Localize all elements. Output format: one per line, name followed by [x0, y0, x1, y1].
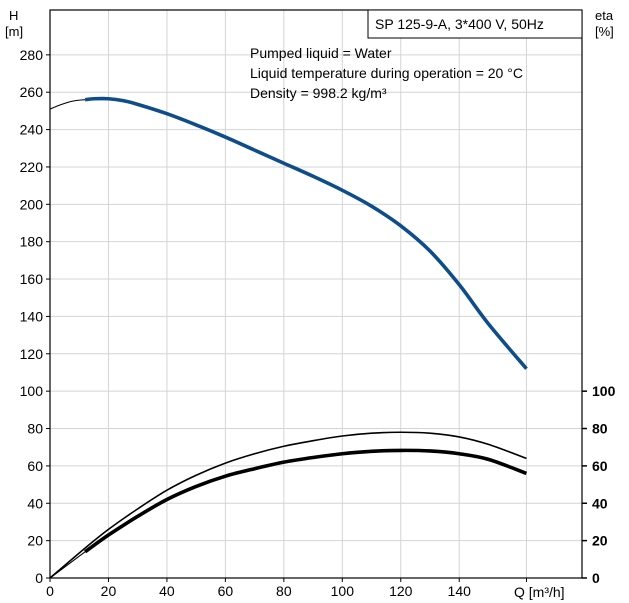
- y-left-label-symbol: H: [9, 8, 18, 23]
- x-tick-label: 0: [46, 583, 54, 599]
- y-right-tick-label: 100: [592, 383, 616, 399]
- x-tick-label: 20: [101, 583, 117, 599]
- chart-title: SP 125-9-A, 3*400 V, 50Hz: [375, 16, 544, 32]
- x-tick-label: 80: [276, 583, 292, 599]
- series-curve-0: [84, 96, 528, 370]
- y-left-tick-label: 280: [20, 47, 44, 63]
- tick-labels: 0 20 40 60 80 100 120 140 0 20 40 60 80 100 120 140 160 1…: [20, 47, 616, 599]
- y-left-tick-label: 80: [27, 421, 43, 437]
- y-right-label-symbol: eta: [595, 8, 614, 23]
- y-left-label-unit: [m]: [5, 24, 23, 39]
- y-left-tick-label: 240: [20, 122, 44, 138]
- y-right-tick-label: 40: [592, 495, 608, 511]
- series-curve-1: [49, 99, 86, 110]
- y-right-tick-label: 80: [592, 421, 608, 437]
- annotation-temperature: Liquid temperature during operation = 20…: [250, 65, 523, 81]
- y-left-tick-label: 60: [27, 458, 43, 474]
- plot-frame: [49, 9, 583, 579]
- y-left-tick-label: 220: [20, 159, 44, 175]
- x-tick-label: 100: [331, 583, 355, 599]
- y-left-tick-label: 200: [20, 196, 44, 212]
- y-left-tick-label: 180: [20, 234, 44, 250]
- y-left-tick-label: 0: [35, 570, 43, 586]
- y-left-tick-label: 140: [20, 308, 44, 324]
- annotation-density: Density = 998.2 kg/m³: [250, 85, 387, 101]
- y-left-tick-label: 20: [27, 533, 43, 549]
- x-tick-label: 140: [448, 583, 472, 599]
- y-right-tick-label: 60: [592, 458, 608, 474]
- x-tick-label: 60: [218, 583, 234, 599]
- x-tick-label: 120: [389, 583, 413, 599]
- x-axis-label: Q [m³/h]: [514, 584, 565, 600]
- series-curve-3: [84, 448, 528, 554]
- series-curve-4: [49, 551, 86, 579]
- curves: [49, 96, 528, 579]
- y-left-tick-label: 100: [20, 383, 44, 399]
- series-curve-2: [49, 431, 527, 579]
- y-left-tick-label: 260: [20, 84, 44, 100]
- title-box: [367, 9, 583, 39]
- annotation-liquid: Pumped liquid = Water: [250, 45, 392, 61]
- grid: [50, 10, 582, 578]
- y-left-tick-label: 160: [20, 271, 44, 287]
- y-right-tick-label: 20: [592, 533, 608, 549]
- x-tick-label: 40: [159, 583, 175, 599]
- y-left-tick-label: 40: [27, 495, 43, 511]
- y-right-label-unit: [%]: [595, 24, 614, 39]
- y-right-tick-label: 0: [592, 570, 600, 586]
- y-left-tick-label: 120: [20, 346, 44, 362]
